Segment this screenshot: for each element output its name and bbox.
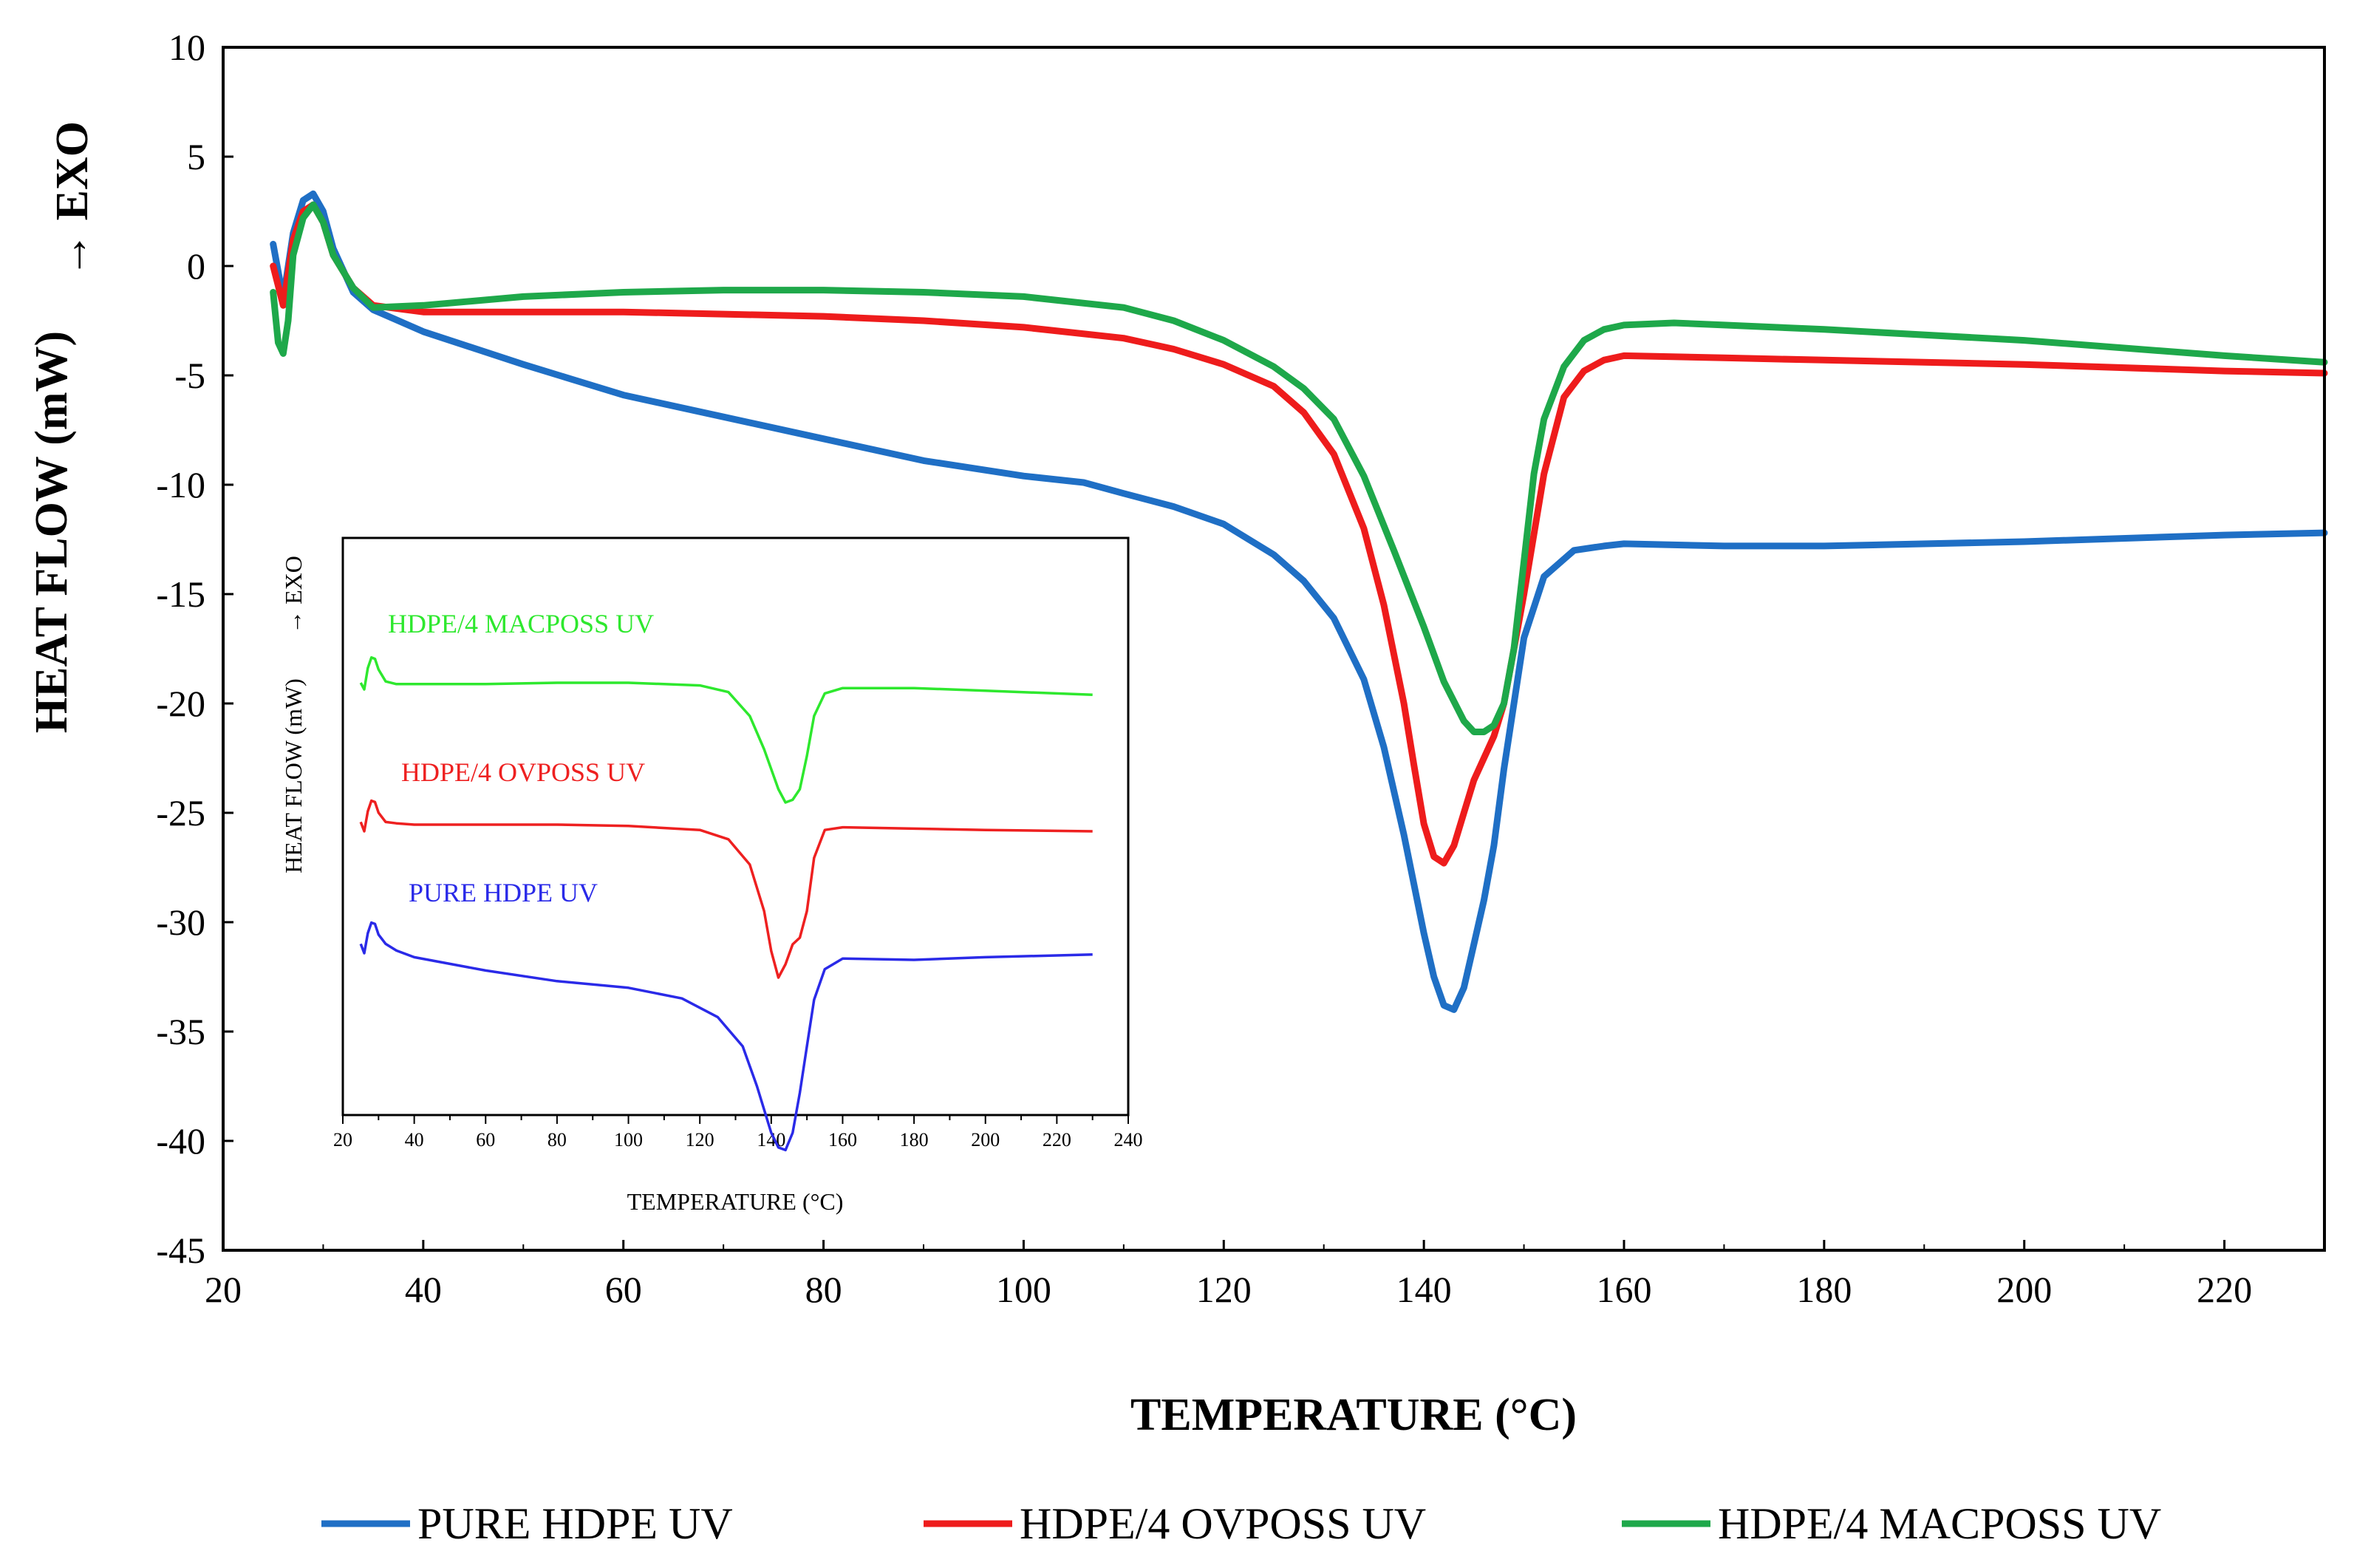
inset-x-tick-label: 120 (686, 1129, 714, 1151)
main-plot-frame (222, 46, 2326, 1252)
inset-series-label-0: HDPE/4 MACPOSS UV (388, 609, 654, 638)
y-tick-label: -15 (156, 573, 205, 615)
inset-x-tick-label: 80 (547, 1129, 567, 1151)
inset-y-axis-title: HEAT FLOW (mW) (280, 678, 307, 873)
inset-x-tick-label: 240 (1114, 1129, 1143, 1151)
inset-series-line-0 (359, 656, 1093, 804)
inset-series-label-1: HDPE/4 OVPOSS UV (401, 757, 645, 787)
y-tick-label: 5 (187, 136, 205, 177)
x-tick-label: 100 (996, 1269, 1051, 1310)
inset-x-tick-label: 20 (333, 1129, 352, 1151)
legend-label-2: HDPE/4 MACPOSS UV (1718, 1499, 2161, 1548)
y-tick-label: -25 (156, 792, 205, 834)
x-tick-label: 140 (1396, 1269, 1452, 1310)
x-tick-label: 160 (1597, 1269, 1652, 1310)
x-tick-label: 180 (1796, 1269, 1852, 1310)
series-line-2 (270, 201, 2328, 735)
y-tick-label: -35 (156, 1011, 205, 1052)
inset-x-tick-label: 40 (405, 1129, 424, 1151)
y-tick-label: -20 (156, 683, 205, 724)
y-tick-label: -5 (174, 355, 205, 396)
x-tick-label: 220 (2197, 1269, 2252, 1310)
x-tick-label: 80 (805, 1269, 842, 1310)
x-tick-label: 20 (205, 1269, 242, 1310)
inset-series-line-2 (359, 921, 1093, 1152)
x-tick-label: 120 (1196, 1269, 1252, 1310)
y-tick-label: 0 (187, 245, 205, 287)
inset-x-tick-label: 180 (900, 1129, 929, 1151)
legend: PURE HDPE UV HDPE/4 OVPOSS UV HDPE/4 MACPO… (321, 1499, 2161, 1548)
inset-x-axis-title: TEMPERATURE (°C) (627, 1188, 844, 1215)
inset-x-tick-label: 100 (614, 1129, 643, 1151)
inset-y-axis-exo-label: → EXO (280, 556, 307, 634)
inset-x-tick-label: 220 (1043, 1129, 1071, 1151)
inset-panel (341, 536, 1130, 1117)
y-tick-label: -10 (156, 464, 205, 505)
x-tick-label: 40 (405, 1269, 442, 1310)
y-tick-label: -40 (156, 1120, 205, 1162)
x-tick-label: 200 (1996, 1269, 2052, 1310)
inset-x-tick-label: 160 (828, 1129, 857, 1151)
legend-label-0: PURE HDPE UV (417, 1499, 733, 1548)
inset-series-line-1 (359, 799, 1093, 979)
inset-x-tick-label: 60 (476, 1129, 495, 1151)
legend-label-1: HDPE/4 OVPOSS UV (1020, 1499, 1426, 1548)
inset-series-label-2: PURE HDPE UV (409, 878, 598, 907)
x-tick-label: 60 (605, 1269, 642, 1310)
y-tick-label: 10 (168, 27, 205, 68)
y-axis-title: HEAT FLOW (mW) (27, 331, 77, 733)
x-axis-title: TEMPERATURE (°C) (1130, 1390, 1577, 1440)
inset-x-tick-label: 200 (971, 1129, 1000, 1151)
y-axis-exo-label: → EXO (47, 121, 98, 278)
y-tick-label: -45 (156, 1230, 205, 1271)
y-tick-label: -30 (156, 901, 205, 943)
